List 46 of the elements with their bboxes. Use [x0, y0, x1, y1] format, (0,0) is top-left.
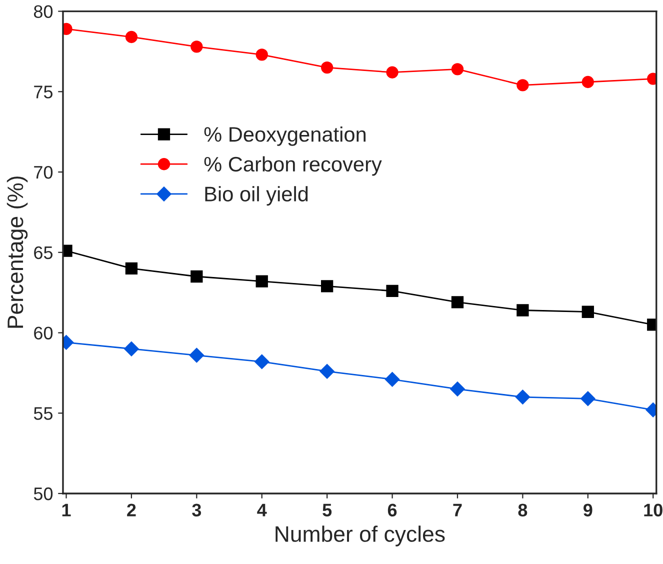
point [254, 354, 270, 370]
y-axis-title: Percentage (%) [6, 176, 28, 328]
point [125, 262, 138, 275]
point [451, 296, 464, 308]
point [580, 391, 596, 406]
point [515, 390, 530, 404]
x-tick-label: 5 [322, 504, 332, 516]
x-tick-label: 6 [388, 504, 397, 516]
y-tick-label: 55 [34, 407, 53, 420]
x-axis-title: Number of cycles [276, 526, 445, 546]
point [190, 40, 203, 53]
x-tick-label: 4 [257, 504, 267, 516]
point [189, 348, 204, 363]
x-tick-label: 2 [127, 504, 136, 516]
point [190, 270, 203, 283]
point [582, 306, 594, 318]
y-tick-label: 80 [34, 5, 53, 18]
y-tick-label: 65 [34, 246, 53, 260]
point [386, 66, 398, 78]
y-tick-label: 50 [34, 487, 53, 500]
legend-label: % Carbon recovery [204, 156, 382, 176]
point [386, 284, 398, 298]
point [451, 63, 464, 76]
point [321, 280, 334, 292]
point [124, 341, 139, 356]
point [450, 382, 465, 396]
y-tick-label: 60 [34, 326, 53, 340]
x-tick-label: 1 [62, 504, 71, 516]
legend-label: Bio oil yield [205, 186, 308, 206]
x-tick-label: 7 [453, 504, 462, 516]
y-tick-label: 70 [34, 166, 53, 179]
point [321, 61, 334, 74]
point [320, 364, 334, 379]
legend-label: % Deoxygenation [204, 126, 366, 146]
point [582, 76, 594, 88]
x-tick-label: 9 [584, 504, 592, 516]
x-tick-label: 3 [192, 504, 202, 517]
point [256, 275, 268, 288]
x-tick-label: 8 [518, 504, 528, 516]
point [256, 48, 268, 61]
point [516, 79, 529, 92]
point [516, 304, 529, 316]
x-tick-label: 10 [644, 504, 662, 516]
point [384, 372, 400, 387]
point [125, 30, 138, 44]
y-tick-label: 75 [34, 86, 53, 98]
